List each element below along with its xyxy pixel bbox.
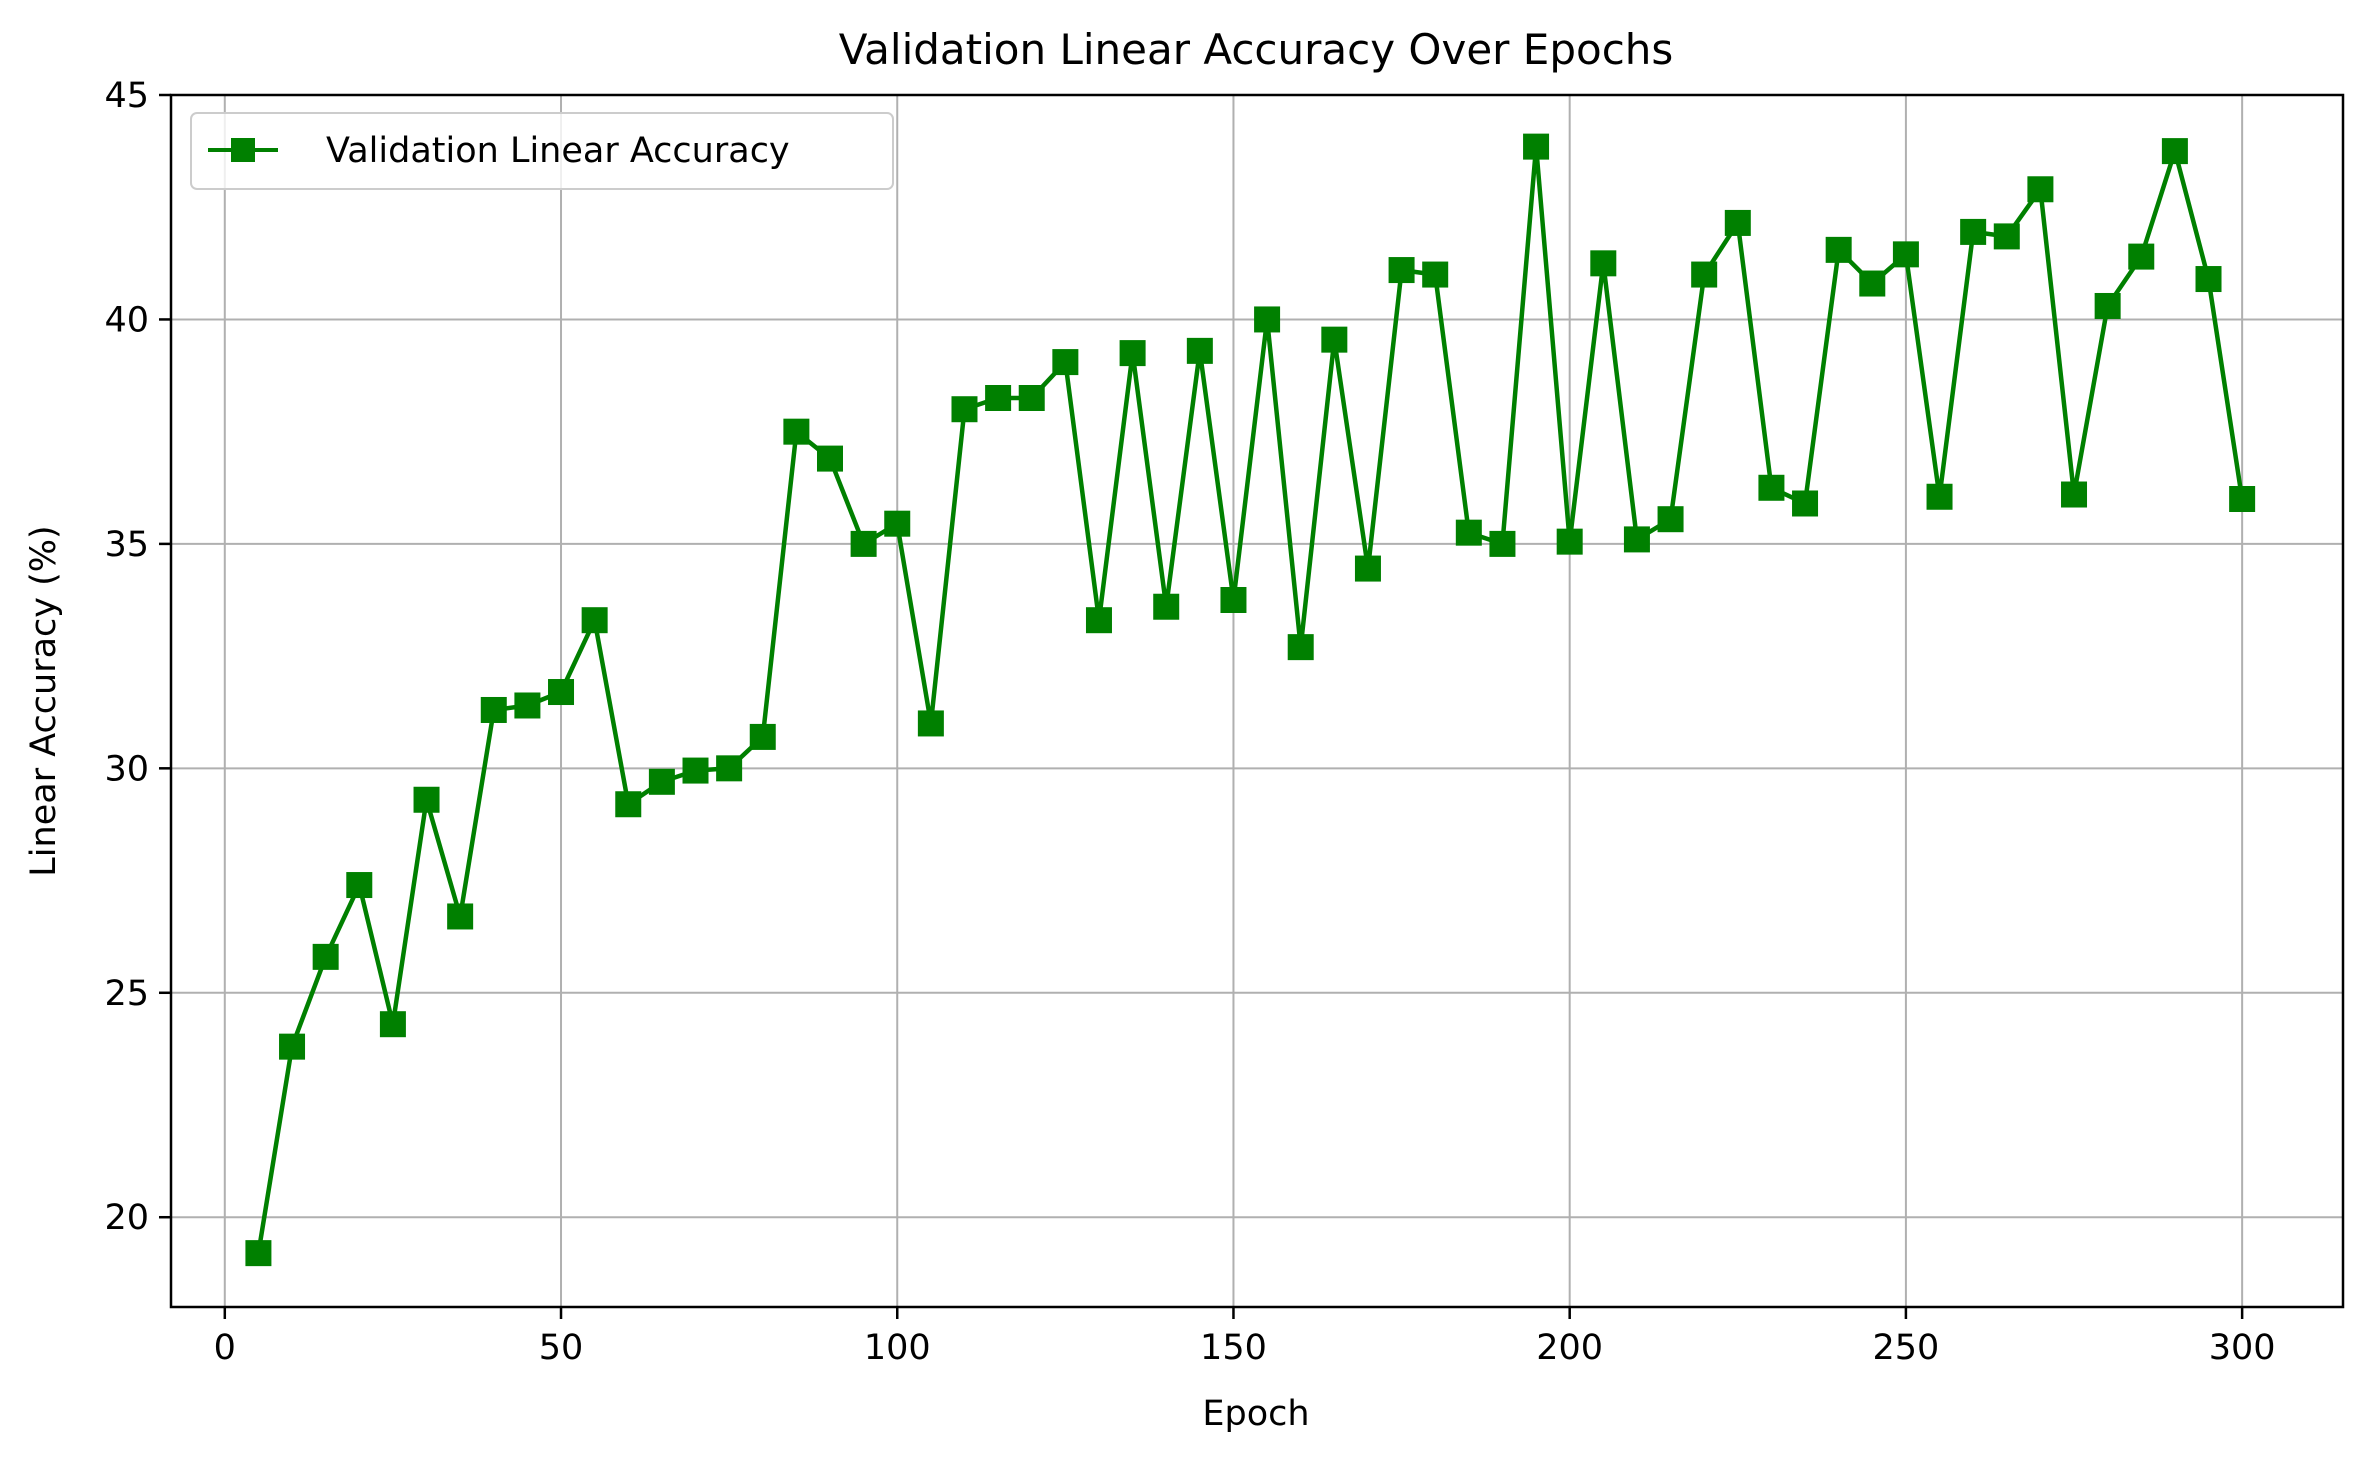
data-point [346, 872, 373, 899]
data-point [548, 679, 575, 706]
data-point [514, 692, 541, 719]
data-point [951, 396, 978, 423]
data-point [1993, 223, 2020, 250]
y-tick-label: 45 [104, 76, 149, 116]
data-point [2061, 481, 2088, 508]
data-point [245, 1240, 272, 1267]
data-point [1220, 587, 1247, 613]
data-point [312, 943, 339, 970]
data-point [1052, 349, 1079, 376]
data-point [1119, 340, 1146, 367]
legend-series-label: Validation Linear Accuracy [326, 131, 790, 171]
data-point [749, 723, 776, 750]
data-point [1388, 257, 1415, 284]
data-point [1422, 261, 1449, 288]
data-point [1556, 528, 1583, 555]
data-point [783, 418, 810, 445]
data-point [480, 696, 507, 723]
data-point [447, 903, 474, 930]
data-point [1085, 607, 1112, 634]
data-point [1186, 337, 1213, 364]
data-point [1960, 218, 1987, 245]
data-point [850, 530, 877, 557]
data-point [1691, 261, 1718, 288]
data-point [1859, 270, 1886, 297]
y-tick-label: 35 [104, 525, 149, 565]
data-point [1455, 519, 1482, 546]
data-point [615, 791, 642, 818]
y-tick-label: 40 [104, 300, 149, 340]
x-tick-label: 0 [214, 1328, 236, 1368]
data-point [1792, 490, 1819, 517]
data-point [1825, 236, 1852, 263]
y-axis-label: Linear Accuracy (%) [24, 525, 64, 876]
data-point [917, 710, 944, 737]
data-point [1523, 133, 1550, 160]
x-tick-label: 200 [1536, 1328, 1603, 1368]
chart-title: Validation Linear Accuracy Over Epochs [839, 25, 1674, 74]
data-point [1018, 385, 1045, 411]
data-point [1724, 209, 1751, 236]
data-point [1623, 526, 1650, 553]
data-point [816, 445, 843, 472]
x-tick-label: 150 [1200, 1328, 1267, 1368]
data-point [2195, 266, 2222, 293]
data-point [716, 755, 743, 782]
data-point [2229, 486, 2256, 512]
y-tick-label: 30 [104, 749, 149, 789]
x-axis-label: Epoch [1202, 1394, 1309, 1434]
plot-frame [169, 93, 2345, 1309]
legend: Validation Linear Accuracy [190, 112, 894, 190]
data-point [2128, 243, 2155, 270]
legend-box [190, 112, 894, 190]
data-point [379, 1011, 406, 1038]
data-point [648, 768, 675, 795]
data-point [1926, 483, 1953, 510]
data-point [682, 757, 709, 784]
data-point [581, 607, 608, 634]
data-point [1657, 506, 1684, 533]
data-point [2094, 292, 2121, 319]
data-point [1321, 326, 1348, 353]
data-point [1153, 593, 1180, 620]
y-tick-label: 20 [104, 1198, 149, 1238]
data-point [1892, 241, 1919, 268]
data-point [2027, 176, 2054, 203]
x-tick-label: 100 [864, 1328, 931, 1368]
data-point [413, 786, 440, 813]
data-point [1590, 250, 1617, 277]
y-tick-label: 25 [104, 974, 149, 1014]
data-point [279, 1033, 306, 1060]
x-tick-label: 300 [2209, 1328, 2276, 1368]
x-tick-label: 50 [539, 1328, 584, 1368]
data-point [1489, 530, 1516, 557]
legend-marker-swatch [231, 138, 255, 162]
data-point [2161, 138, 2188, 165]
x-tick-label: 250 [1873, 1328, 1940, 1368]
data-point [1254, 306, 1281, 333]
data-point [1354, 555, 1381, 582]
ticks: 0 50 100 150 200 250 300 20 25 30 35 40 45 [104, 76, 2275, 1368]
data-point [1287, 634, 1314, 661]
data-point [1758, 474, 1785, 501]
data-point [985, 385, 1012, 411]
series-layer [245, 133, 2256, 1267]
data-point [884, 510, 911, 537]
